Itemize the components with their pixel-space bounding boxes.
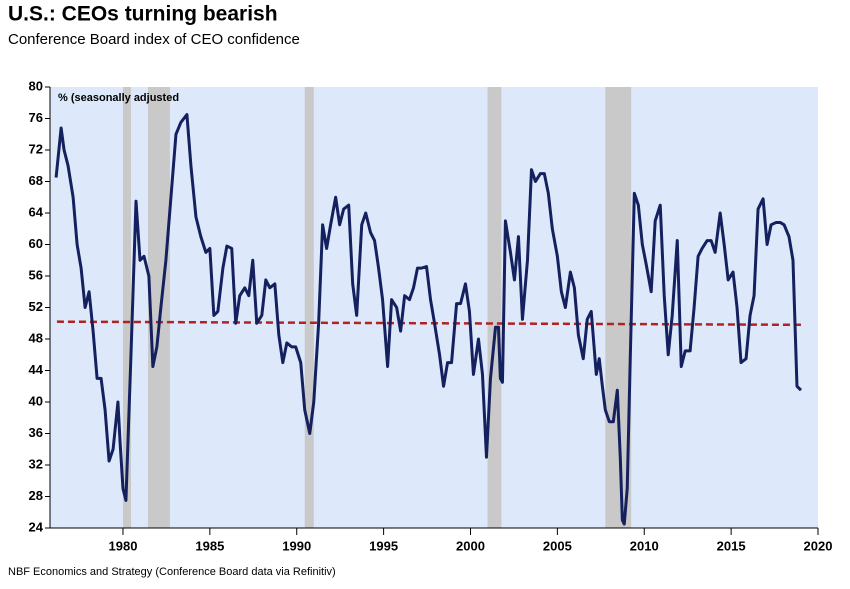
annotation: % (seasonally adjusted: [58, 92, 179, 104]
x-tick-label: 1995: [369, 538, 398, 553]
y-tick-label: 48: [29, 330, 43, 345]
y-tick-label: 44: [29, 362, 44, 377]
x-tick-label: 2010: [630, 538, 659, 553]
data-line: [54, 113, 803, 526]
y-tick-label: 28: [29, 488, 43, 503]
recession-band: [147, 87, 170, 528]
y-tick-label: 80: [29, 78, 43, 93]
x-tick-label: 1980: [109, 538, 138, 553]
chart-subtitle: Conference Board index of CEO confidence: [8, 31, 300, 48]
x-tick-label: 2000: [456, 538, 485, 553]
y-tick-label: 56: [29, 267, 43, 282]
source: NBF Economics and Strategy (Conference B…: [8, 566, 336, 578]
y-tick-label: 72: [29, 141, 43, 156]
recession-band: [487, 87, 502, 528]
y-tick-label: 52: [29, 299, 43, 314]
recession-band: [122, 87, 131, 528]
x-tick-label: 2015: [717, 538, 746, 553]
recession-band: [304, 87, 314, 528]
x-tick-label: 2005: [543, 538, 572, 553]
y-tick-label: 32: [29, 456, 43, 471]
chart-title: U.S.: CEOs turning bearish: [8, 3, 278, 26]
y-tick-label: 76: [29, 110, 43, 125]
y-tick-label: 36: [29, 425, 43, 440]
y-tick-label: 24: [29, 519, 44, 534]
x-tick-label: 1985: [195, 538, 224, 553]
x-tick-label: 1990: [282, 538, 311, 553]
x-tick-label: 2020: [804, 538, 833, 553]
y-tick-label: 40: [29, 393, 43, 408]
plot-background: [50, 87, 818, 528]
y-tick-label: 68: [29, 173, 43, 188]
y-tick-label: 64: [29, 204, 44, 219]
y-tick-label: 60: [29, 236, 43, 251]
